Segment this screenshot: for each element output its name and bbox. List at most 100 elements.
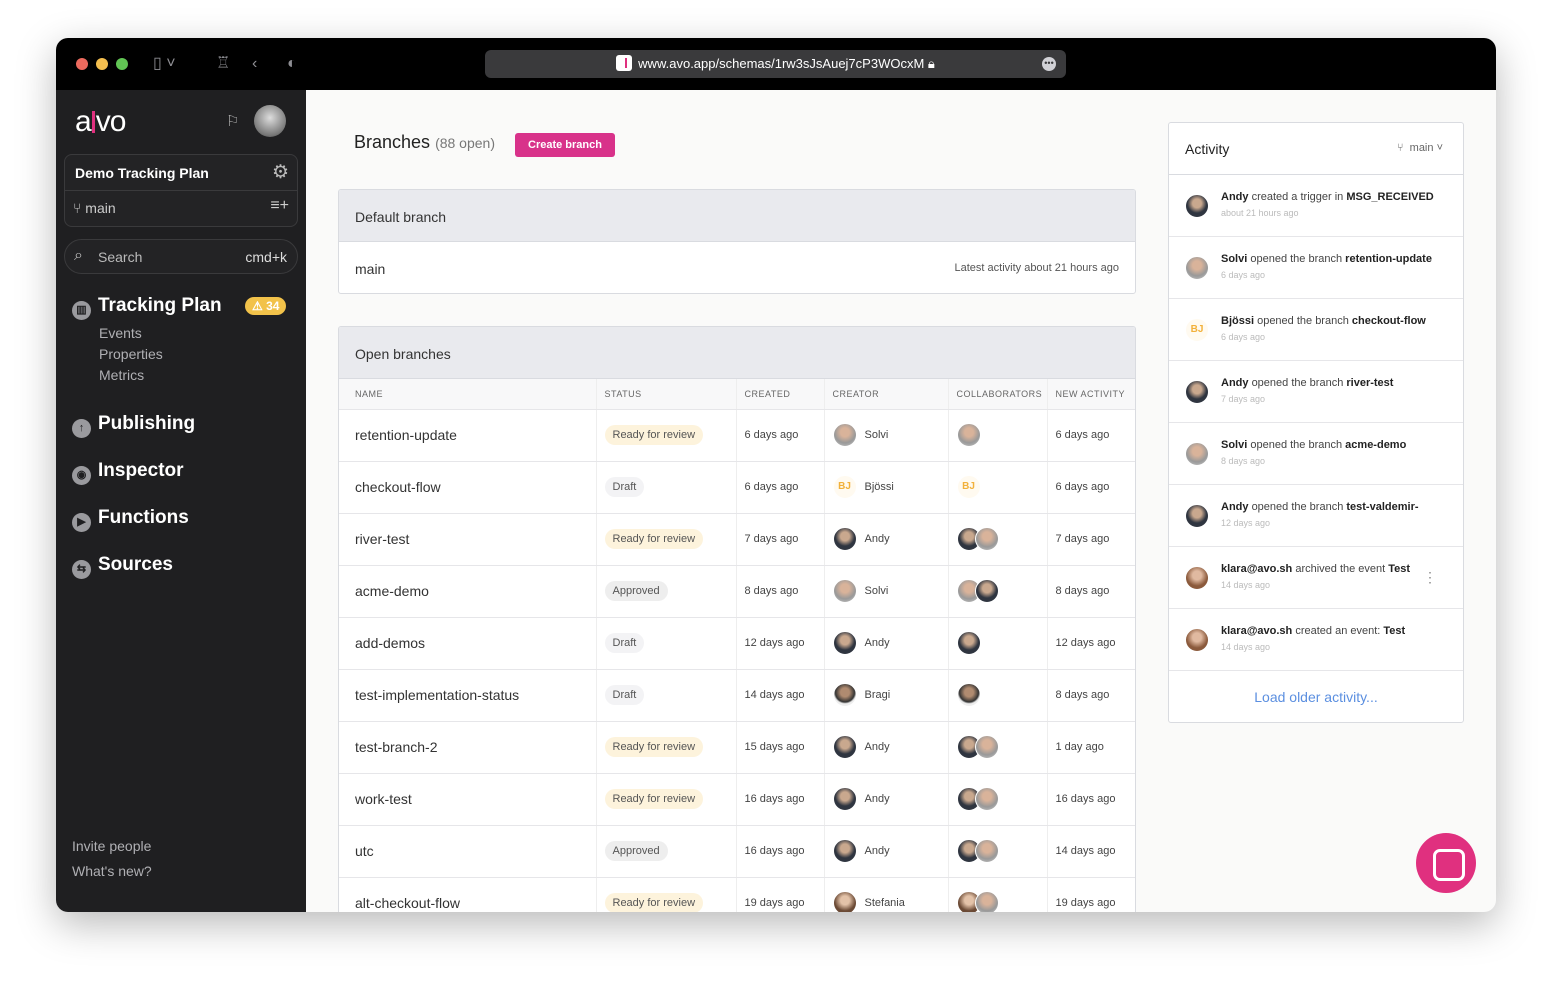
load-older-activity-button[interactable]: Load older activity...	[1254, 689, 1378, 705]
address-bar[interactable]: www.avo.app/schemas/1rw3sJsAuej7cP3WOcxM…	[485, 50, 1066, 78]
cleaner-icon[interactable]: ♖	[216, 55, 231, 72]
main-content: Branches (88 open) Create branch Default…	[306, 90, 1496, 912]
table-row[interactable]: river-test Ready for review 7 days ago A…	[339, 513, 1135, 566]
nav-events[interactable]: Events	[99, 325, 142, 341]
new-activity: 6 days ago	[1055, 429, 1110, 441]
latest-activity: Latest activity about 21 hours ago	[954, 262, 1120, 274]
search-input[interactable]: ⌕ Search cmd+k	[64, 239, 298, 274]
target[interactable]: retention-update	[1345, 253, 1432, 265]
table-row[interactable]: utc Approved 16 days ago Andy 14 days ag…	[339, 825, 1135, 878]
column-header[interactable]: NAME	[339, 379, 597, 410]
chevron-down-icon: ˅	[1436, 142, 1443, 154]
column-header[interactable]: CREATED	[736, 379, 825, 410]
table-row[interactable]: test-branch-2 Ready for review 15 days a…	[339, 721, 1135, 774]
activity-branch-dropdown[interactable]: ⑂ main ˅	[1397, 142, 1443, 154]
activity-item[interactable]: Solvi opened the branch acme-demo 8 days…	[1169, 423, 1463, 485]
avatar	[832, 839, 857, 863]
chat-launcher-button[interactable]	[1416, 833, 1476, 893]
table-row[interactable]: retention-update Ready for review 6 days…	[339, 409, 1135, 462]
plan-name[interactable]: Demo Tracking Plan	[75, 165, 209, 181]
branch-name[interactable]: river-test	[355, 531, 410, 547]
target[interactable]: test-valdemir-	[1346, 501, 1419, 513]
avo-logo[interactable]: a vo	[75, 105, 126, 138]
add-branch-icon[interactable]: ≡+	[270, 197, 289, 214]
activity-item[interactable]: klara@avo.sh archived the event Test 14 …	[1169, 547, 1463, 609]
action: opened the branch	[1250, 439, 1343, 451]
target[interactable]: Test	[1388, 563, 1411, 575]
whats-new-link[interactable]: What's new?	[72, 863, 152, 879]
nav-functions[interactable]: ▶ Functions	[72, 507, 189, 532]
table-row[interactable]: checkout-flow Draft 6 days ago BJ Bjössi B…	[339, 461, 1135, 514]
branch-name[interactable]: test-implementation-status	[355, 687, 520, 703]
activity-item[interactable]: Andy opened the branch river-test 7 days…	[1169, 361, 1463, 423]
branch-name[interactable]: retention-update	[355, 427, 457, 443]
flag-icon[interactable]: ⚐	[226, 113, 240, 130]
nav-publishing[interactable]: ↑ Publishing	[72, 413, 195, 438]
nav-metrics[interactable]: Metrics	[99, 367, 145, 383]
column-header[interactable]: COLLABORATORS	[948, 379, 1048, 410]
activity-panel: Activity ⑂ main ˅ Andy created a trigger…	[1168, 122, 1464, 723]
create-branch-button[interactable]: Create branch	[515, 133, 615, 157]
action: opened the branch	[1251, 501, 1344, 513]
status-badge: Ready for review	[604, 425, 704, 445]
column-header[interactable]: NEW ACTIVITY	[1047, 379, 1135, 410]
activity-item[interactable]: Andy created a trigger in MSG_RECEIVED a…	[1169, 175, 1463, 237]
sidebar-toggle-icon[interactable]: ▯ ˅	[153, 55, 176, 72]
column-header[interactable]: CREATOR	[824, 379, 949, 410]
column-header[interactable]: STATUS	[596, 379, 737, 410]
nav-sources[interactable]: ⇆ Sources	[72, 554, 173, 579]
minimize-window-button[interactable]	[96, 58, 108, 70]
nav-properties[interactable]: Properties	[99, 346, 163, 362]
actor: Bjössi	[1221, 315, 1255, 327]
gear-icon[interactable]: ⚙	[271, 162, 289, 183]
actor: klara@avo.sh	[1221, 625, 1293, 637]
branch-name[interactable]: utc	[355, 843, 374, 859]
table-row[interactable]: work-test Ready for review 16 days ago A…	[339, 773, 1135, 826]
activity-time: 7 days ago	[1221, 394, 1266, 404]
activity-item[interactable]: Andy opened the branch test-valdemir- 12…	[1169, 485, 1463, 547]
warning-badge[interactable]: ⚠ 34	[245, 297, 287, 315]
table-row[interactable]: test-implementation-status Draft 14 days…	[339, 669, 1135, 722]
created-date: 19 days ago	[744, 897, 805, 909]
table-row[interactable]: add-demos Draft 12 days ago Andy 12 days…	[339, 617, 1135, 670]
branch-name[interactable]: acme-demo	[355, 583, 429, 599]
action: created an event:	[1295, 625, 1381, 637]
table-row[interactable]: alt-checkout-flow Ready for review 19 da…	[339, 877, 1135, 912]
actor: Andy	[1221, 191, 1249, 203]
branch-name[interactable]: alt-checkout-flow	[355, 895, 461, 911]
nav-inspector[interactable]: ◉ Inspector	[72, 460, 184, 485]
branch-name[interactable]: add-demos	[355, 635, 426, 651]
invite-people-link[interactable]: Invite people	[72, 838, 152, 854]
activity-item[interactable]: Solvi opened the branch retention-update…	[1169, 237, 1463, 299]
target[interactable]: checkout-flow	[1351, 315, 1426, 327]
back-icon[interactable]: ‹	[252, 55, 258, 72]
branch-name[interactable]: test-branch-2	[355, 739, 438, 755]
action: opened the branch	[1250, 253, 1343, 265]
branch-name[interactable]: work-test	[355, 791, 412, 807]
new-activity: 6 days ago	[1055, 481, 1110, 493]
nav-label: Functions	[98, 507, 189, 528]
branch-selector[interactable]: ⑂ main	[73, 200, 116, 216]
more-options-icon[interactable]: ⋮	[1423, 569, 1437, 585]
avatar	[974, 579, 999, 603]
default-branch-row[interactable]: main Latest activity about 21 hours ago	[339, 242, 1135, 293]
nav-tracking-plan[interactable]: ▥ Tracking Plan	[72, 295, 222, 320]
target[interactable]: river-test	[1346, 377, 1394, 389]
title-text: Branches	[354, 132, 431, 152]
target[interactable]: MSG_RECEIVED	[1346, 191, 1434, 203]
target[interactable]: acme-demo	[1345, 439, 1407, 451]
user-avatar[interactable]	[254, 105, 286, 137]
branch-name[interactable]: checkout-flow	[355, 479, 441, 495]
more-icon[interactable]: •••	[1042, 57, 1056, 71]
close-window-button[interactable]	[76, 58, 88, 70]
table-row[interactable]: acme-demo Approved 8 days ago Solvi 8 da…	[339, 565, 1135, 618]
activity-item[interactable]: BJ Bjössi opened the branch checkout-flow…	[1169, 299, 1463, 361]
status-badge: Approved	[604, 841, 668, 861]
status-badge: Ready for review	[604, 737, 704, 757]
target[interactable]: Test	[1383, 625, 1406, 637]
shield-icon[interactable]: ◐	[287, 55, 297, 72]
maximize-window-button[interactable]	[116, 58, 128, 70]
activity-item[interactable]: klara@avo.sh created an event: Test 14 d…	[1169, 609, 1463, 671]
creator-name: Bjössi	[864, 481, 894, 493]
nav-label: Tracking Plan	[98, 295, 222, 316]
